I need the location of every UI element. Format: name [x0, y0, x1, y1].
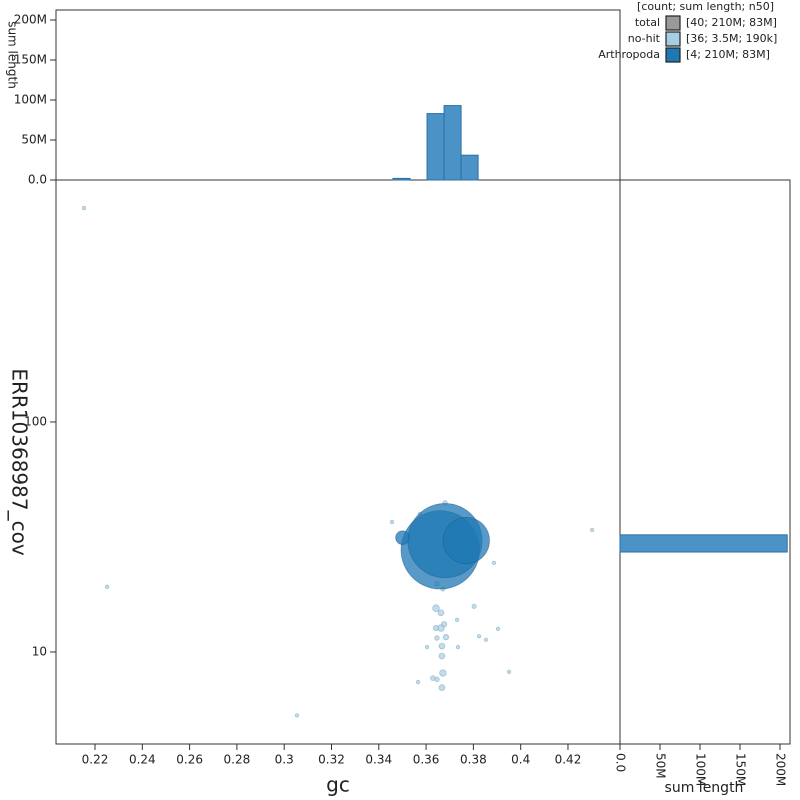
blob [104, 584, 110, 589]
blob [424, 644, 430, 650]
x-tick-label: 0.24 [129, 753, 156, 767]
x-tick-label: 0.34 [365, 753, 392, 767]
blob [438, 652, 446, 660]
blob [432, 604, 440, 612]
x-tick-label: 0.22 [82, 753, 109, 767]
side-hist-bar [619, 534, 788, 553]
legend-swatch [665, 47, 681, 63]
blob [455, 644, 461, 650]
x-tick-label: 50M [654, 753, 668, 779]
legend-name: total [635, 16, 660, 29]
legend-title: [count; sum length; n50] [637, 0, 774, 13]
x-tick-label: 100M [694, 753, 708, 786]
x-tick-label: 150M [734, 753, 748, 786]
blob [434, 676, 440, 683]
blob [454, 617, 460, 622]
x-tick-label: 200M [774, 753, 788, 786]
x-tick-label: 0.42 [555, 753, 582, 767]
blob [471, 603, 477, 609]
y-tick-label: 100M [14, 93, 47, 107]
legend-summary: [36; 3.5M; 190k] [686, 32, 777, 45]
top-hist-bar [443, 105, 462, 181]
blob [442, 634, 450, 641]
side-frame [619, 179, 791, 745]
top-hist-bar [460, 154, 479, 181]
legend-swatch [665, 15, 681, 31]
blob [434, 635, 440, 641]
x-tick-label: 0.4 [511, 753, 530, 767]
legend-summary: [4; 210M; 83M] [686, 48, 770, 61]
blob [442, 517, 490, 565]
x-axis-label: gc [326, 773, 350, 797]
top-hist-bar [392, 177, 411, 181]
y-tick-label: 150M [14, 53, 47, 67]
y-tick-label: 10 [32, 644, 47, 658]
legend-name: Arthropoda [598, 48, 660, 61]
blob [506, 669, 512, 674]
legend-summary: [40; 210M; 83M] [686, 16, 777, 29]
main-frame [55, 179, 621, 745]
y-tick-label: 100 [24, 414, 47, 428]
blob [439, 669, 447, 677]
blob [438, 642, 446, 650]
blob [476, 634, 482, 639]
y-tick-label: 50M [21, 133, 47, 147]
side-hist-label: sum length [665, 780, 744, 796]
blob [495, 626, 501, 632]
blob [415, 679, 421, 685]
top-hist-label: sum length [6, 21, 20, 89]
x-tick-label: 0.3 [275, 753, 294, 767]
blob [395, 530, 410, 545]
blob [491, 560, 497, 566]
y-tick-label: 0.0 [28, 173, 47, 187]
y-tick-label: 200M [14, 13, 47, 27]
top-frame [55, 9, 621, 180]
x-tick-label: 0.26 [176, 753, 203, 767]
x-tick-label: 0.0 [614, 753, 628, 772]
legend-swatch [665, 31, 681, 47]
blob [389, 519, 395, 525]
x-tick-label: 0.38 [460, 753, 487, 767]
y-axis-label: ERR10368987_cov [8, 368, 32, 555]
blob [294, 713, 300, 718]
x-tick-label: 0.36 [413, 753, 440, 767]
x-tick-label: 0.32 [318, 753, 345, 767]
legend-name: no-hit [628, 32, 661, 45]
top-hist-bar [426, 113, 445, 181]
blob [437, 609, 445, 617]
blob [589, 527, 595, 533]
blob [437, 624, 445, 632]
x-tick-label: 0.28 [224, 753, 251, 767]
blob [483, 637, 489, 642]
blob [81, 205, 87, 211]
blob [438, 684, 446, 691]
